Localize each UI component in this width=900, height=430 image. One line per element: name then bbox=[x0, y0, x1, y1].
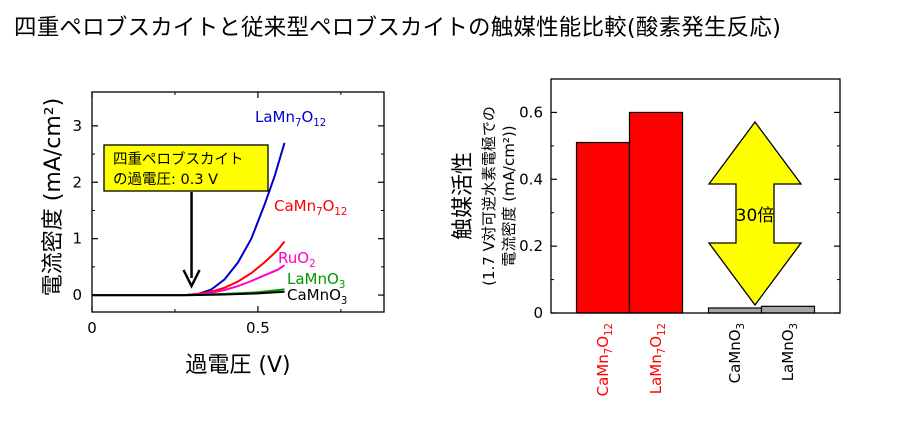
bar-plot-frame bbox=[550, 78, 841, 314]
thirty-fold-arrow bbox=[707, 120, 803, 307]
series-label-LaMn7O12: LaMn7O12 bbox=[255, 108, 326, 129]
series-line-CaMnO3 bbox=[92, 290, 285, 297]
plot-frame bbox=[91, 91, 385, 313]
bar-LaMnO3 bbox=[760, 305, 816, 314]
annotation-arrow-head bbox=[182, 269, 201, 289]
bar-LaMn7O12 bbox=[628, 111, 684, 314]
bar-label-LaMn7O12: LaMn7O12 bbox=[647, 323, 668, 394]
series-label-CaMnO3: CaMnO3 bbox=[287, 286, 347, 307]
bar-CaMnO3 bbox=[707, 307, 763, 314]
y-tick-label: 1 bbox=[72, 230, 82, 248]
bar-y-tick-label: 0 bbox=[533, 304, 543, 322]
bar-label-CaMn7O12: CaMn7O12 bbox=[594, 323, 615, 396]
bar-y-tick-label: 0.2 bbox=[519, 237, 543, 255]
bar-y-tick-label: 0.4 bbox=[519, 170, 543, 188]
bar-CaMn7O12 bbox=[575, 141, 631, 314]
bar-y-axis-label-3: 電流密度 (mA/cm²)) bbox=[500, 125, 518, 266]
bar-y-tick-label: 0.6 bbox=[519, 103, 543, 121]
page-title: 四重ペロブスカイトと従来型ペロブスカイトの触媒性能比較(酸素発生反応) bbox=[14, 15, 782, 41]
bar-label-CaMnO3: CaMnO3 bbox=[726, 323, 747, 383]
bar-label-LaMnO3: LaMnO3 bbox=[779, 323, 800, 381]
y-axis-label: 電流密度 (mA/cm²) bbox=[41, 98, 66, 296]
y-tick-label: 0 bbox=[72, 286, 82, 304]
annotation-box bbox=[103, 144, 269, 192]
x-axis-label: 過電圧 (V) bbox=[185, 353, 290, 378]
series-label-CaMn7O12: CaMn7O12 bbox=[274, 197, 347, 218]
series-label-LaMnO3: LaMnO3 bbox=[287, 270, 345, 291]
bar-y-axis-label-2: (1.7 V対可逆水素電極での bbox=[480, 106, 498, 286]
y-tick-label: 3 bbox=[72, 117, 82, 135]
x-tick-label: 0.5 bbox=[246, 319, 270, 337]
x-tick-label: 0 bbox=[87, 319, 97, 337]
annotation-line-2: の過電圧: 0.3 V bbox=[113, 171, 218, 188]
y-tick-label: 2 bbox=[72, 173, 82, 191]
annotation-line-1: 四重ペロブスカイト bbox=[113, 150, 244, 168]
bar-y-axis-label-1: 触媒活性 bbox=[451, 152, 476, 240]
thirty-fold-label: 30倍 bbox=[736, 206, 775, 226]
series-label-RuO2: RuO2 bbox=[278, 249, 316, 270]
